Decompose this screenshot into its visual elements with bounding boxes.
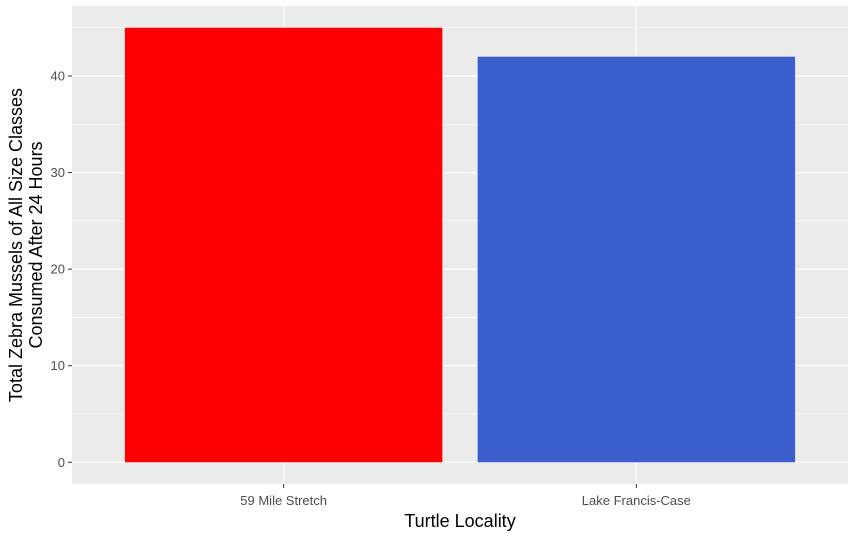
x-tick-label: 59 Mile Stretch [240,493,327,508]
bar-1 [124,27,443,463]
bars [124,27,796,463]
y-axis-title-line-1: Total Zebra Mussels of All Size Classes [6,88,26,402]
bar-2 [477,56,796,463]
x-axis-title: Turtle Locality [404,511,515,531]
x-tick-label: Lake Francis-Case [582,493,691,508]
y-tick-label: 0 [58,455,65,470]
x-axis-ticks: 59 Mile Stretch Lake Francis-Case [240,484,691,508]
y-tick-label: 20 [51,262,65,277]
y-axis-title-line-2: Consumed After 24 Hours [26,141,46,348]
y-tick-label: 30 [51,165,65,180]
y-axis-ticks: 0 10 20 30 40 [51,69,72,470]
y-tick-label: 40 [51,69,65,84]
y-axis-title: Total Zebra Mussels of All Size Classes … [6,88,46,402]
y-tick-label: 10 [51,358,65,373]
